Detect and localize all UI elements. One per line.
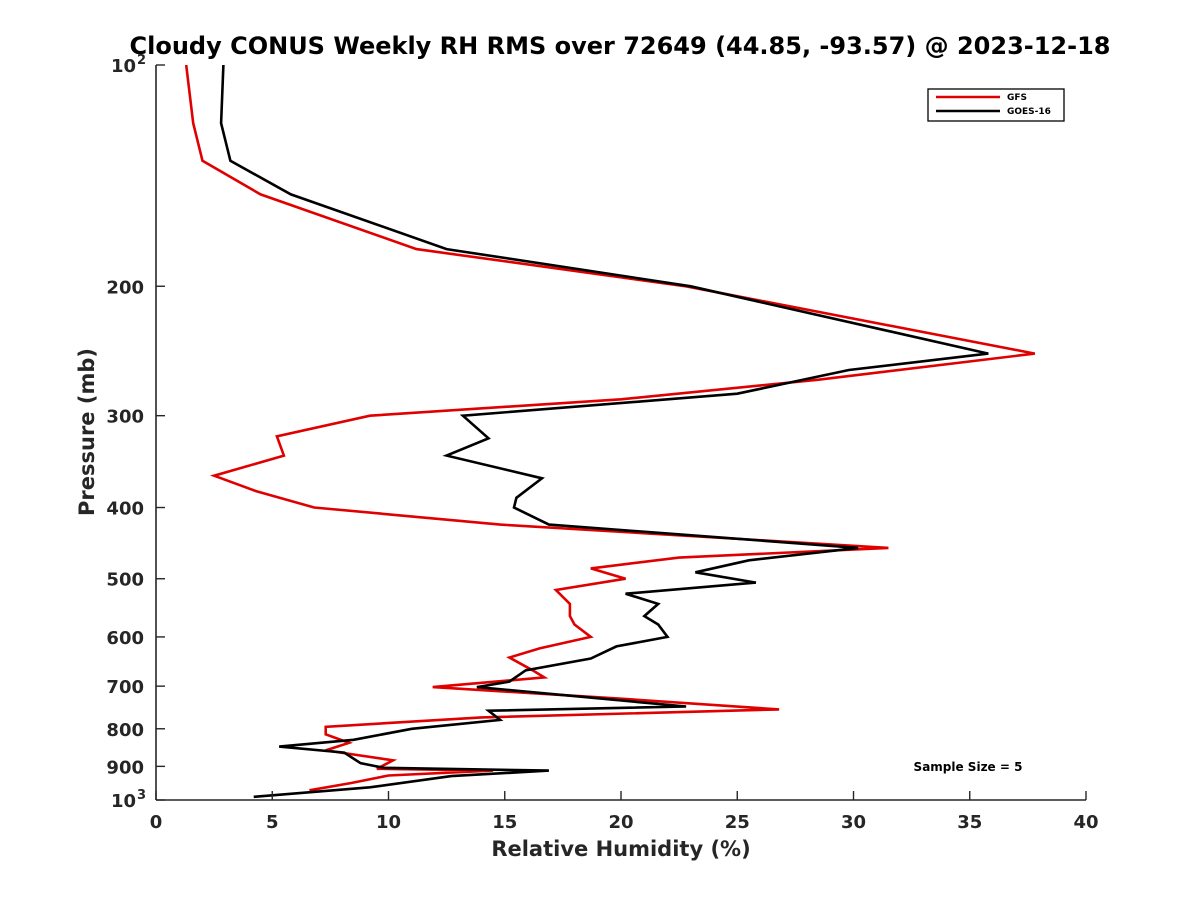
series-layer [184, 64, 1036, 799]
y-tick-label: 200 [106, 277, 144, 298]
y-tick-label: 10 [111, 791, 136, 812]
series-line-gfs [184, 64, 1036, 792]
series-line-goes-16 [219, 64, 989, 799]
legend: GFS GOES-16 [927, 88, 1065, 122]
x-tick-label: 5 [266, 812, 279, 833]
sample-size-annotation: Sample Size = 5 [914, 760, 1023, 774]
y-tick-label: 300 [106, 407, 144, 428]
x-tick-label: 0 [150, 812, 163, 833]
y-tick-label: 800 [106, 720, 144, 741]
plot-area: 0 5 10 15 20 25 30 35 40 10 220030040050060070080… [106, 53, 1098, 833]
y-tick-label: 700 [106, 677, 144, 698]
x-tick-label: 30 [841, 812, 866, 833]
legend-box [927, 88, 1065, 122]
x-axis-label: Relative Humidity (%) [491, 837, 750, 861]
y-tick-superscript: 3 [137, 788, 146, 803]
y-tick-superscript: 2 [137, 53, 146, 68]
x-tick-label: 10 [376, 812, 401, 833]
x-ticks: 0 5 10 15 20 25 30 35 40 [150, 791, 1099, 833]
x-tick-label: 25 [725, 812, 750, 833]
legend-label: GOES-16 [1007, 107, 1051, 117]
chart-title: Cloudy CONUS Weekly RH RMS over 72649 (4… [130, 32, 1111, 60]
y-tick-label: 600 [106, 628, 144, 649]
legend-items: GFS GOES-16 [936, 93, 1051, 117]
x-tick-label: 40 [1073, 812, 1098, 833]
y-tick-label: 10 [111, 56, 136, 77]
y-tick-label: 900 [106, 757, 144, 778]
x-tick-label: 15 [492, 812, 517, 833]
y-axis-label: Pressure (mb) [75, 348, 99, 516]
y-tick-label: 500 [106, 570, 144, 591]
y-tick-label: 400 [106, 499, 144, 520]
x-tick-label: 35 [957, 812, 982, 833]
x-tick-label: 20 [608, 812, 633, 833]
legend-label: GFS [1007, 93, 1027, 103]
